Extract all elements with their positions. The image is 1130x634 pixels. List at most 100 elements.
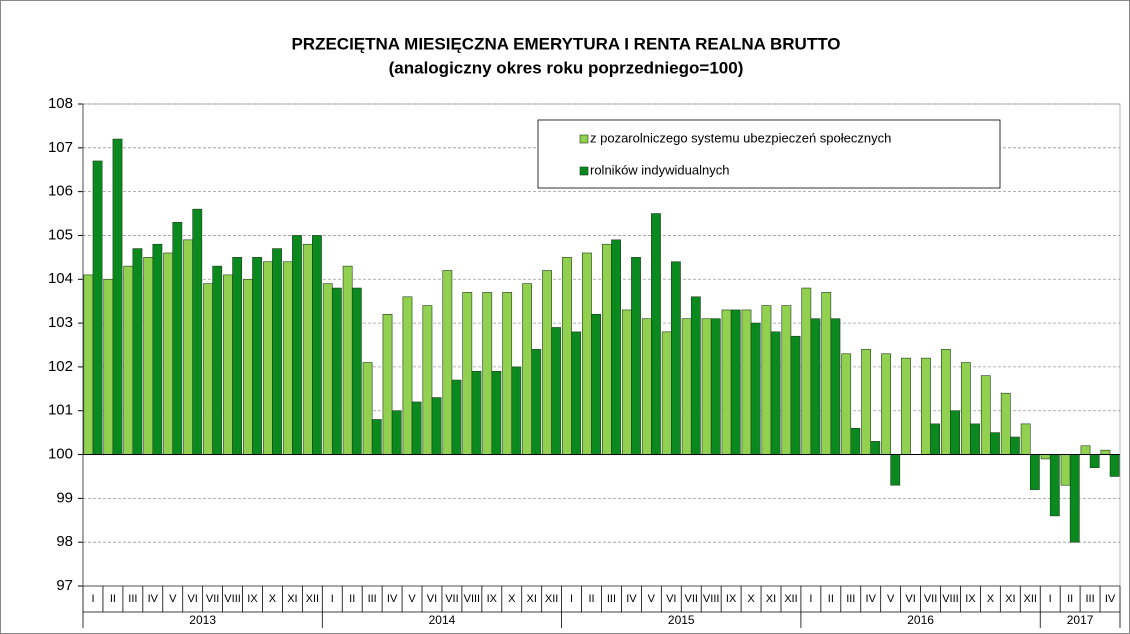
bar xyxy=(761,305,772,455)
bar xyxy=(960,362,971,455)
x-tick-label: III xyxy=(607,593,616,605)
y-tick-label: 108 xyxy=(48,95,73,112)
bar xyxy=(710,318,721,455)
x-tick-label: IV xyxy=(866,593,877,605)
x-tick-label: IX xyxy=(247,593,258,605)
x-tick-label: V xyxy=(169,593,177,605)
x-tick-label: III xyxy=(128,593,137,605)
bar xyxy=(471,370,482,455)
bar xyxy=(371,419,382,455)
bar xyxy=(83,274,94,455)
x-tick-label: XII xyxy=(306,593,319,605)
x-tick-label: VI xyxy=(427,593,437,605)
bar xyxy=(1040,454,1051,460)
bar xyxy=(243,278,253,455)
bar xyxy=(681,318,692,455)
bar xyxy=(1069,454,1080,543)
x-tick-label: V xyxy=(648,593,656,605)
x-tick-label: VI xyxy=(187,593,197,605)
y-tick-label: 103 xyxy=(48,314,73,331)
x-tick-label: III xyxy=(1086,593,1095,605)
y-tick-label: 102 xyxy=(48,358,73,375)
x-tick-label: XI xyxy=(526,593,536,605)
x-tick-label: VIII xyxy=(224,593,241,605)
bar xyxy=(522,283,533,455)
chart-subtitle: (analogiczny okres roku poprzedniego=100… xyxy=(389,58,744,77)
bar xyxy=(741,309,752,455)
bar xyxy=(661,331,672,455)
x-tick-label: X xyxy=(269,593,277,605)
bar xyxy=(342,265,353,455)
bar xyxy=(292,235,302,455)
y-tick-label: 100 xyxy=(48,446,73,463)
x-tick-label: IX xyxy=(965,593,976,605)
bar xyxy=(970,423,980,455)
bar xyxy=(651,213,661,455)
bar xyxy=(1020,423,1031,455)
bar xyxy=(670,261,681,455)
bar xyxy=(870,441,881,455)
bar xyxy=(322,283,333,455)
bar xyxy=(781,305,792,455)
x-tick-label: VII xyxy=(206,593,219,605)
y-tick-label: 98 xyxy=(56,533,73,550)
legend-swatch xyxy=(579,166,589,176)
bar xyxy=(890,454,901,486)
x-tick-label: I xyxy=(570,593,573,605)
bar xyxy=(262,261,273,455)
bar xyxy=(881,353,891,455)
bar xyxy=(163,252,174,455)
x-tick-label: X xyxy=(987,593,995,605)
x-tick-label: X xyxy=(508,593,516,605)
x-tick-label: III xyxy=(846,593,855,605)
bar xyxy=(930,423,941,455)
x-tick-label: VIII xyxy=(703,593,720,605)
bar xyxy=(382,314,393,455)
bar xyxy=(821,292,832,455)
year-label: 2016 xyxy=(907,613,934,627)
y-tick-label: 106 xyxy=(48,183,73,200)
x-tick-label: VII xyxy=(445,593,458,605)
x-tick-label: XI xyxy=(287,593,297,605)
bar xyxy=(861,349,872,455)
bar xyxy=(112,138,123,455)
x-tick-label: IX xyxy=(726,593,737,605)
bar xyxy=(132,248,143,455)
bar xyxy=(1049,454,1060,517)
bar xyxy=(531,349,542,455)
x-tick-label: II xyxy=(1067,593,1073,605)
bar xyxy=(990,432,1000,455)
y-tick-label: 99 xyxy=(56,489,73,506)
bar xyxy=(641,318,652,455)
year-label: 2015 xyxy=(668,613,695,627)
bar xyxy=(502,292,513,455)
bar xyxy=(203,283,213,455)
x-tick-label: IV xyxy=(1105,593,1116,605)
bar xyxy=(451,379,462,455)
x-tick-label: II xyxy=(588,593,594,605)
bar xyxy=(790,335,801,455)
legend-label: z pozarolniczego systemu ubezpieczeń spo… xyxy=(590,130,891,145)
x-tick-label: I xyxy=(809,593,812,605)
bar xyxy=(351,287,362,455)
x-tick-label: II xyxy=(828,593,834,605)
x-tick-label: VI xyxy=(666,593,676,605)
bar xyxy=(462,292,473,455)
bar xyxy=(850,427,861,455)
bar xyxy=(571,331,582,455)
bar xyxy=(770,331,781,455)
bar xyxy=(172,222,183,455)
bar xyxy=(551,327,562,455)
x-tick-label: IV xyxy=(387,593,398,605)
x-tick-label: IV xyxy=(626,593,637,605)
x-tick-label: VI xyxy=(905,593,915,605)
bar xyxy=(1100,449,1111,455)
bar xyxy=(362,362,373,455)
x-tick-label: I xyxy=(91,593,94,605)
bar xyxy=(601,243,612,455)
bar xyxy=(431,397,442,455)
bar xyxy=(1089,454,1100,468)
bar xyxy=(1109,454,1120,477)
x-tick-label: IX xyxy=(487,593,498,605)
